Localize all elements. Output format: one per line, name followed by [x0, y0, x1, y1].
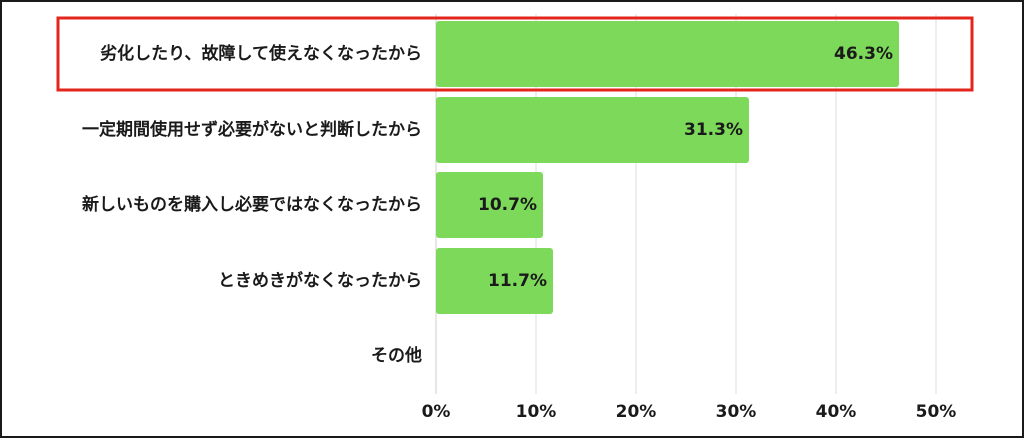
data-label: 31.3% — [684, 120, 743, 140]
x-tick-label: 20% — [616, 402, 657, 422]
data-label: 10.7% — [478, 195, 537, 215]
category-label: その他 — [371, 345, 422, 366]
x-tick-label: 30% — [716, 402, 757, 422]
category-label: ときめきがなくなったから — [218, 270, 422, 291]
bar — [436, 248, 553, 314]
x-tick-label: 50% — [916, 402, 957, 422]
bars: 46.3% 31.3% 10.7% 11.7% — [436, 21, 899, 314]
data-label: 46.3% — [834, 44, 893, 64]
bar — [436, 21, 899, 87]
category-label: 新しいものを購入し必要ではなくなったから — [82, 194, 422, 215]
data-label: 11.7% — [488, 271, 547, 291]
x-tick-label: 10% — [516, 402, 557, 422]
category-label: 劣化したり、故障して使えなくなったから — [100, 43, 422, 64]
bar — [436, 97, 749, 163]
category-labels: 劣化したり、故障して使えなくなったから一定期間使用せず必要がないと判断したから新… — [82, 43, 422, 366]
category-label: 一定期間使用せず必要がないと判断したから — [82, 119, 422, 140]
highlight-box — [56, 16, 974, 92]
x-tick-label: 40% — [816, 402, 857, 422]
bar — [436, 172, 543, 238]
x-axis-ticks: 0% 10% 20% 30% 40% 50% — [422, 402, 957, 422]
x-tick-label: 0% — [422, 402, 451, 422]
